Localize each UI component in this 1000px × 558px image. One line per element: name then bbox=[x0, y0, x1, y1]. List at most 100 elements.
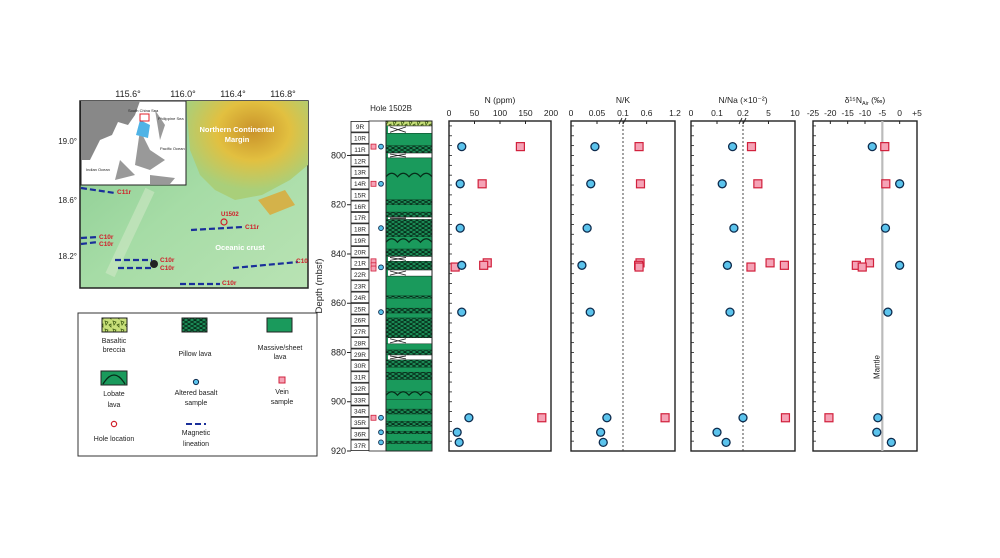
altered-basalt-point bbox=[721, 437, 731, 448]
legend-label: Vein bbox=[275, 389, 289, 396]
seamount-relief bbox=[258, 190, 295, 215]
lithology-edge bbox=[386, 153, 388, 158]
vein-point bbox=[660, 413, 670, 423]
core-label: 14R bbox=[354, 181, 366, 188]
depth-tick-label: 800 bbox=[331, 150, 346, 160]
altered-basalt-point bbox=[725, 307, 735, 317]
lobate-pattern bbox=[385, 391, 433, 397]
lineation-label: C10r bbox=[160, 257, 175, 264]
hole-1502b-column: Hole 1502B Depth (mbsf) 800 820 840 860 880 9… bbox=[314, 104, 433, 456]
core-label: 22R bbox=[354, 272, 366, 279]
lithology-edge bbox=[386, 125, 388, 134]
lithology-unit-pillow bbox=[385, 211, 433, 218]
altered-sample-marker bbox=[378, 225, 384, 231]
panel-title: N (ppm) bbox=[485, 95, 516, 105]
breccia-swatch bbox=[101, 317, 128, 333]
legend-label: Altered basalt bbox=[175, 390, 218, 397]
no-recovery-mark bbox=[389, 270, 407, 276]
depth-tick-label: 920 bbox=[331, 446, 346, 456]
lineation-label: C11r bbox=[117, 189, 132, 196]
lithology-frame bbox=[385, 120, 433, 452]
lithology-unit-massive bbox=[385, 204, 433, 213]
core-label: 33R bbox=[354, 397, 366, 404]
lobate-lava-swatch bbox=[100, 370, 128, 386]
lineation-label: C11r bbox=[245, 224, 260, 231]
lithology-unit-massive bbox=[385, 413, 433, 422]
lineation-label: C10r bbox=[160, 265, 175, 272]
lithology-unit-pillow bbox=[385, 199, 433, 205]
lithology-unit-gap bbox=[385, 269, 433, 277]
core-label: 11R bbox=[354, 147, 366, 154]
vein-point bbox=[779, 260, 789, 270]
lithology-unit-pillow bbox=[385, 349, 433, 356]
altered-basalt-point bbox=[895, 260, 905, 270]
no-recovery-mark bbox=[389, 355, 407, 360]
vein-point bbox=[824, 413, 834, 423]
depth-tick-label: 860 bbox=[331, 298, 346, 308]
x-tick-label: -20 bbox=[824, 108, 837, 118]
vein-sample-marker bbox=[370, 414, 377, 421]
altered-basalt-symbol bbox=[192, 378, 200, 386]
vein-point bbox=[634, 262, 644, 272]
panel-title: N/Na (×10⁻²) bbox=[718, 95, 767, 105]
legend-label: Pillow lava bbox=[178, 351, 211, 358]
depth-axis-label: Depth (mbsf) bbox=[314, 259, 325, 314]
no-recovery-mark bbox=[389, 257, 407, 261]
depth-tick-label: 900 bbox=[331, 397, 346, 407]
x-tick-label: 0 bbox=[689, 108, 694, 118]
altered-basalt-point bbox=[873, 413, 883, 423]
altered-sample-marker bbox=[378, 309, 384, 315]
altered-basalt-point bbox=[582, 223, 592, 233]
vein-point bbox=[634, 142, 644, 152]
lithology-unit-massive bbox=[385, 426, 433, 432]
x-tick-label: 200 bbox=[544, 108, 558, 118]
altered-basalt-point bbox=[872, 427, 882, 437]
lithology-edge bbox=[386, 256, 388, 262]
core-label: 18R bbox=[354, 227, 366, 234]
lobate-pattern bbox=[385, 238, 433, 244]
x-tick-label: 0.05 bbox=[589, 108, 606, 118]
lithology-unit-gap bbox=[385, 256, 433, 262]
core-label: 37R bbox=[354, 443, 366, 450]
x-tick-label: 0 bbox=[447, 108, 452, 118]
lat-tick-label: 18.6° bbox=[58, 196, 77, 205]
altered-basalt-point bbox=[717, 179, 727, 189]
hole-location-symbol bbox=[110, 420, 118, 428]
core-label: 24R bbox=[354, 295, 366, 302]
lithology-unit-pillow bbox=[385, 248, 433, 257]
vein-point bbox=[479, 260, 489, 270]
x-tick-label: 150 bbox=[518, 108, 532, 118]
core-label: 17R bbox=[354, 215, 366, 222]
mantle-label: Mantle bbox=[872, 354, 881, 379]
vein-point bbox=[537, 413, 547, 423]
depth-tick-label: 840 bbox=[331, 249, 346, 259]
altered-basalt-point bbox=[595, 427, 606, 437]
altered-basalt-point bbox=[586, 179, 596, 189]
vein-point bbox=[635, 179, 646, 189]
vein-point bbox=[881, 179, 891, 189]
x-tick-label: 0.1 bbox=[617, 108, 629, 118]
location-map: South China Sea Philippine Sea Pacific O… bbox=[58, 89, 309, 289]
legend-label: Magnetic bbox=[182, 430, 211, 437]
no-recovery-mark bbox=[389, 126, 407, 133]
vein-sample-marker bbox=[370, 143, 377, 150]
altered-basalt-point bbox=[598, 437, 608, 448]
region-label: Northern Continental bbox=[200, 125, 275, 134]
axis-break-mark bbox=[738, 117, 747, 125]
x-tick-label: -10 bbox=[859, 108, 872, 118]
altered-basalt-point bbox=[577, 260, 587, 270]
altered-basalt-point bbox=[722, 260, 733, 270]
lithology-unit-pillow bbox=[385, 317, 433, 338]
lithology-unit-massive bbox=[385, 133, 433, 146]
altered-basalt-point bbox=[729, 223, 739, 233]
lithology-edge bbox=[386, 269, 388, 277]
lithology-unit-gap bbox=[385, 125, 433, 134]
lithology-unit-gap bbox=[385, 337, 433, 345]
lon-tick-label: 116.0° bbox=[170, 89, 196, 99]
panel-frame bbox=[812, 120, 918, 452]
vein-symbol bbox=[278, 376, 286, 384]
x-tick-label: 100 bbox=[493, 108, 507, 118]
core-label: 19R bbox=[354, 238, 366, 245]
lithology-unit-pillow bbox=[385, 261, 433, 271]
